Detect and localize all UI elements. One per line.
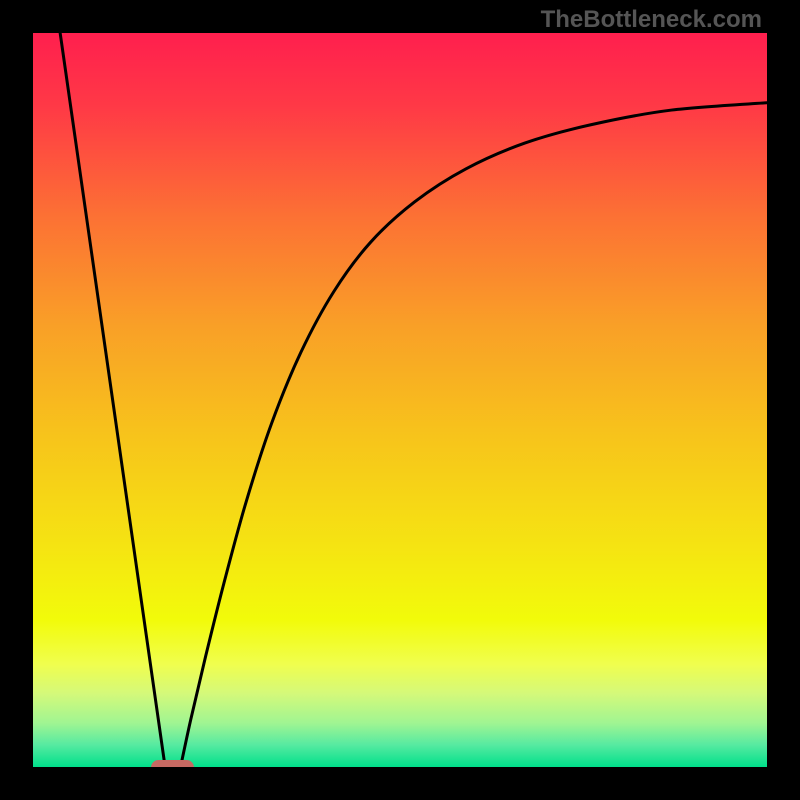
plot-svg bbox=[33, 33, 767, 767]
plot-area bbox=[33, 33, 767, 767]
optimal-range-marker bbox=[151, 760, 194, 768]
watermark-text: TheBottleneck.com bbox=[541, 6, 762, 34]
plot-background bbox=[33, 33, 767, 767]
